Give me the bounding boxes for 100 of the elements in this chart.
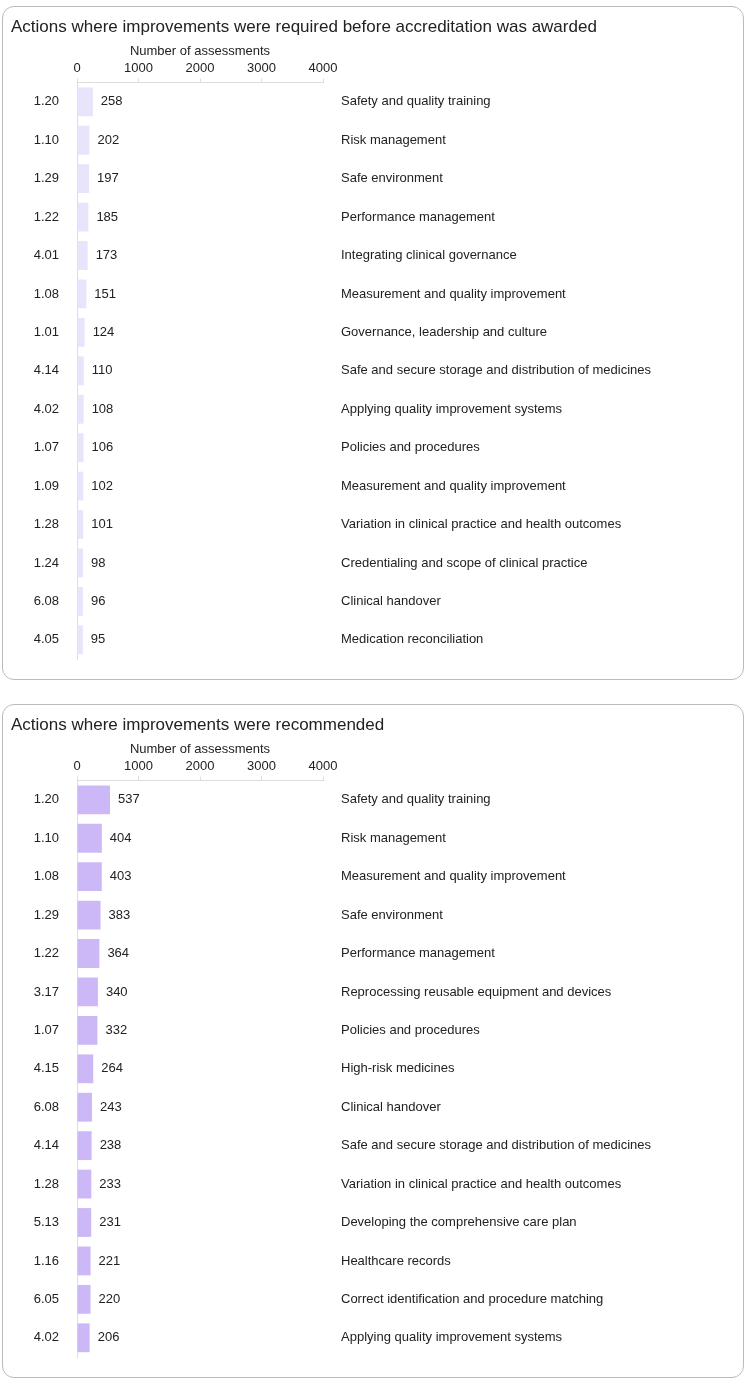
- data-label: 124: [92, 323, 115, 339]
- y-tick-label: 1.20: [33, 93, 59, 109]
- bar: [77, 241, 88, 270]
- x-tick-label: 3000: [247, 60, 276, 76]
- y-tick-label: 1.10: [33, 829, 59, 845]
- y2-tick-label: Measurement and quality improvement: [341, 477, 567, 493]
- y2-tick-label: Measurement and quality improvement: [341, 868, 567, 884]
- bar: [77, 785, 111, 815]
- x-tick-label: 4000: [308, 60, 338, 76]
- y-tick-label: 1.07: [33, 439, 59, 455]
- data-label: 231: [99, 1214, 121, 1230]
- y2-tick-label: Credentialing and scope of clinical practice: [341, 554, 588, 570]
- y2-tick-label: Safe and secure storage and distribution of medicines: [341, 1137, 652, 1153]
- data-label: 537: [118, 791, 140, 807]
- data-label: 221: [98, 1252, 121, 1268]
- y-tick-label: 6.08: [33, 1098, 59, 1114]
- x-tick-label: 2000: [185, 758, 215, 774]
- bar: [77, 433, 84, 463]
- y-tick-label: 1.08: [33, 285, 59, 301]
- data-label: 403: [109, 868, 132, 884]
- y2-tick-label: Medication reconciliation: [341, 631, 484, 647]
- y2-tick-label: High-risk medicines: [341, 1060, 455, 1076]
- bar: [77, 586, 83, 616]
- data-label: 233: [99, 1175, 122, 1191]
- bar: [77, 900, 101, 930]
- y2-tick-label: Safety and quality training: [341, 791, 491, 807]
- x-tick-label: 4000: [308, 758, 338, 774]
- bar: [77, 862, 102, 892]
- data-label: 197: [97, 170, 119, 186]
- data-label: 258: [100, 93, 123, 109]
- data-label: 383: [108, 906, 131, 922]
- data-label: 206: [97, 1329, 120, 1345]
- y2-tick-label: Measurement and quality improvement: [341, 285, 567, 301]
- data-label: 185: [96, 208, 119, 224]
- data-label: 102: [91, 477, 113, 493]
- bar: [77, 202, 89, 232]
- y2-tick-label: Risk management: [341, 131, 447, 147]
- y2-tick-label: Reprocessing reusable equipment and devices: [341, 983, 612, 999]
- y-tick-label: 4.01: [33, 247, 59, 263]
- x-tick-label: 3000: [247, 758, 276, 774]
- y2-tick-label: Safe environment: [341, 906, 444, 922]
- y-tick-label: 1.01: [33, 323, 59, 339]
- y2-tick-label: Variation in clinical practice and health outcomes: [341, 1175, 622, 1191]
- y2-tick-label: Variation in clinical practice and health outcomes: [341, 516, 622, 532]
- bar: [77, 1015, 98, 1045]
- data-label: 340: [105, 983, 128, 999]
- data-label: 220: [98, 1290, 121, 1306]
- y-tick-label: 1.28: [33, 516, 59, 532]
- data-label: 364: [107, 945, 130, 961]
- bar: [77, 625, 83, 655]
- y-tick-label: 4.14: [33, 362, 59, 378]
- bar: [77, 317, 85, 347]
- y-tick-label: 1.24: [33, 554, 59, 570]
- y2-tick-label: Performance management: [341, 208, 496, 224]
- y-tick-label: 4.15: [33, 1060, 59, 1076]
- bar: [77, 356, 84, 386]
- bar: [77, 1284, 91, 1314]
- data-label: 202: [97, 131, 120, 147]
- y-tick-label: 1.07: [33, 1021, 59, 1037]
- data-label: 110: [91, 362, 113, 378]
- data-label: 106: [91, 439, 114, 455]
- bar: [77, 1208, 92, 1237]
- y-tick-label: 1.08: [33, 868, 59, 884]
- bar: [77, 1092, 92, 1122]
- bar: [77, 164, 90, 194]
- x-tick-label: 1000: [124, 60, 153, 76]
- data-label: 101: [91, 516, 113, 532]
- data-label: 332: [105, 1021, 128, 1037]
- y-tick-label: 1.29: [33, 170, 59, 186]
- bar: [77, 1131, 92, 1161]
- y2-tick-label: Policies and procedures: [341, 439, 481, 455]
- chart-title: Actions where improvements were recommended: [11, 714, 385, 734]
- bar: [77, 1323, 90, 1353]
- y-tick-label: 5.13: [33, 1214, 59, 1230]
- y-tick-label: 4.02: [33, 400, 59, 416]
- y2-tick-label: Integrating clinical governance: [341, 247, 517, 263]
- y2-tick-label: Risk management: [341, 829, 447, 845]
- y-tick-label: 3.17: [33, 983, 59, 999]
- data-label: 98: [91, 554, 106, 570]
- bar: [77, 977, 98, 1007]
- data-label: 95: [90, 631, 106, 647]
- y-tick-label: 1.16: [33, 1252, 59, 1268]
- bar: [77, 1054, 94, 1084]
- y-tick-label: 1.29: [33, 906, 59, 922]
- x-tick-label: 2000: [185, 60, 215, 76]
- data-label: 173: [95, 247, 118, 263]
- y2-tick-label: Clinical handover: [341, 592, 442, 608]
- bar: [77, 87, 93, 117]
- y-tick-label: 4.02: [33, 1329, 59, 1345]
- y2-tick-label: Applying quality improvement systems: [341, 1329, 563, 1345]
- data-label: 404: [109, 829, 132, 845]
- y2-tick-label: Safe and secure storage and distribution of medicines: [341, 362, 652, 378]
- bar: [77, 939, 100, 968]
- bar: [77, 125, 90, 155]
- y-tick-label: 4.14: [33, 1137, 59, 1153]
- bar: [77, 394, 84, 424]
- bar: [77, 823, 102, 853]
- y2-tick-label: Applying quality improvement systems: [341, 400, 563, 416]
- x-tick-label: 0: [73, 758, 81, 774]
- y2-tick-label: Correct identification and procedure matching: [341, 1290, 604, 1306]
